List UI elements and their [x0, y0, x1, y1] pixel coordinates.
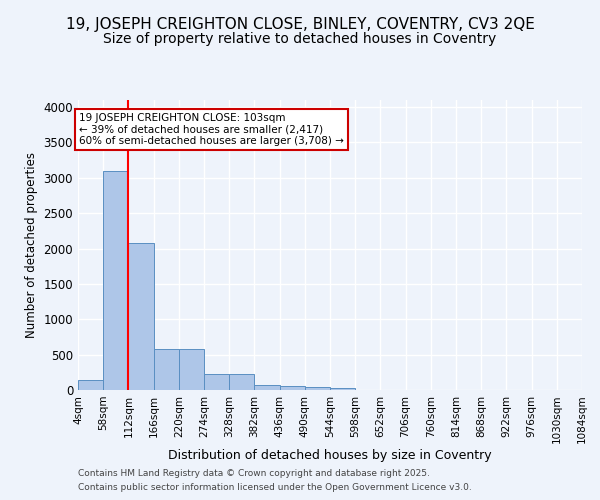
- Bar: [128, 243, 154, 390]
- Y-axis label: Number of detached properties: Number of detached properties: [25, 152, 38, 338]
- Bar: [103, 170, 128, 390]
- Bar: [254, 384, 280, 390]
- Text: Contains HM Land Registry data © Crown copyright and database right 2025.: Contains HM Land Registry data © Crown c…: [78, 468, 430, 477]
- Bar: [204, 374, 229, 390]
- Bar: [305, 387, 330, 390]
- Bar: [179, 350, 204, 390]
- Bar: [229, 374, 254, 390]
- Text: 19, JOSEPH CREIGHTON CLOSE, BINLEY, COVENTRY, CV3 2QE: 19, JOSEPH CREIGHTON CLOSE, BINLEY, COVE…: [65, 18, 535, 32]
- Bar: [280, 386, 305, 390]
- Bar: [330, 388, 355, 390]
- Bar: [154, 350, 179, 390]
- Text: Size of property relative to detached houses in Coventry: Size of property relative to detached ho…: [103, 32, 497, 46]
- Text: 19 JOSEPH CREIGHTON CLOSE: 103sqm
← 39% of detached houses are smaller (2,417)
6: 19 JOSEPH CREIGHTON CLOSE: 103sqm ← 39% …: [79, 112, 344, 146]
- Bar: [78, 380, 103, 390]
- X-axis label: Distribution of detached houses by size in Coventry: Distribution of detached houses by size …: [168, 449, 492, 462]
- Text: Contains public sector information licensed under the Open Government Licence v3: Contains public sector information licen…: [78, 484, 472, 492]
